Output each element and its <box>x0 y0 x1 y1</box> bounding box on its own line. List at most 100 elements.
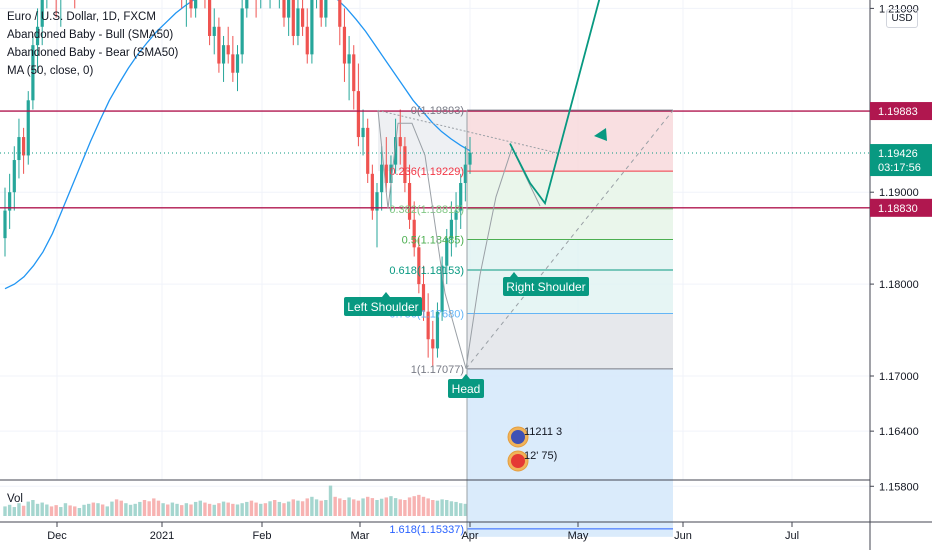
volume-bar <box>393 498 398 516</box>
volume-label: Vol <box>7 493 23 505</box>
x-tick-label: May <box>568 530 589 542</box>
zone-blue <box>467 368 673 537</box>
candle-body <box>389 164 393 184</box>
legend-symbol[interactable]: Euro / U.S. Dollar, 1D, FXCM <box>7 11 156 23</box>
candle-body <box>366 127 370 174</box>
volume-bar <box>282 503 286 516</box>
candle-body <box>431 339 435 349</box>
volume-bar <box>82 504 86 516</box>
right-shoulder-callout: Right Shoulder <box>506 280 585 294</box>
volume-bar <box>449 501 454 516</box>
x-tick-label: Feb <box>253 530 272 542</box>
volume-bar <box>40 502 44 516</box>
event-badges[interactable]: 11211 3 12' 75) <box>507 426 562 472</box>
volume-bar <box>338 498 342 516</box>
candle-body <box>361 127 365 138</box>
volume-bar <box>231 503 235 516</box>
volume-bar <box>31 500 35 516</box>
candle-body <box>412 219 416 248</box>
legend-indicator-bear[interactable]: Abandoned Baby - Bear (SMA50) <box>7 47 179 59</box>
volume-bar <box>124 503 128 516</box>
volume-bar <box>207 503 212 516</box>
candle-body <box>454 210 458 220</box>
volume-bar <box>356 500 361 516</box>
candle-body <box>403 146 407 184</box>
trend-line <box>465 110 674 369</box>
price-tag-1.19883 <box>870 102 932 121</box>
fib-label: 0.382(1.18818) <box>389 204 464 216</box>
volume-bar <box>245 501 249 516</box>
candle-body <box>449 219 453 239</box>
volume-bar <box>198 500 202 516</box>
volume-bar <box>212 504 216 516</box>
candle-body <box>17 137 21 161</box>
ma-line <box>4 0 471 290</box>
candle-body <box>35 26 40 46</box>
candle-body <box>3 210 7 239</box>
volume-bar <box>352 499 356 516</box>
y-tick-label: 1.16400 <box>879 426 919 438</box>
price-tag-label: 1.18830 <box>878 203 918 215</box>
fib-label: 0.618(1.18153) <box>389 265 464 277</box>
head-callout: Head <box>452 382 481 396</box>
zone-teal <box>467 239 673 314</box>
volume-bar <box>291 499 295 516</box>
candle-body <box>421 284 426 312</box>
moving-average <box>4 0 471 290</box>
legend-indicator-bull[interactable]: Abandoned Baby - Bull (SMA50) <box>7 29 174 41</box>
candle-body <box>310 0 314 55</box>
volume-bar <box>412 496 416 516</box>
volume-bar <box>59 507 63 516</box>
right-shoulder-callout-box <box>503 277 589 296</box>
volume-bar <box>45 504 49 516</box>
candle-body <box>407 183 412 220</box>
candle-body <box>435 311 440 349</box>
price-tag-countdown: 03:17:56 <box>878 162 921 174</box>
candle-body <box>417 247 421 285</box>
x-tick-label: Jun <box>674 530 692 542</box>
volume-bar <box>21 505 26 516</box>
candle-body <box>189 0 193 9</box>
candle-body <box>282 0 286 18</box>
volume-bar <box>17 503 21 516</box>
x-tick-label: 2021 <box>150 530 174 542</box>
event-badge-label: 12' 75) <box>524 450 557 462</box>
volume-bar <box>133 503 137 516</box>
volume-bar <box>305 498 309 516</box>
volume-bar <box>366 496 370 516</box>
horizontal-levels[interactable] <box>0 0 870 209</box>
volume-bar <box>445 500 449 516</box>
volume-bar <box>240 503 244 516</box>
fib-label: 0.236(1.19229) <box>389 166 464 178</box>
fib-zones <box>378 110 673 537</box>
volume-bar <box>184 503 189 516</box>
y-tick-label: 1.17000 <box>879 371 919 383</box>
candle-body <box>212 26 216 36</box>
projection-arrow-head <box>594 128 607 141</box>
currency-badge[interactable]: USD <box>886 9 918 28</box>
volume-bar <box>389 496 393 516</box>
volume-bar <box>180 505 184 516</box>
volume-bar <box>403 500 407 516</box>
volume-bar <box>96 503 100 516</box>
volume-bar <box>263 503 268 516</box>
zone-grey <box>467 313 673 369</box>
volume-bar <box>454 501 458 516</box>
x-tick-label: Dec <box>47 530 67 542</box>
volume-bar <box>296 500 300 516</box>
volume-bar <box>259 503 263 516</box>
candle-body <box>384 164 388 184</box>
volume-bar <box>3 506 7 516</box>
candle-body <box>296 8 300 36</box>
candle-body <box>226 45 230 55</box>
candle-body <box>31 45 35 101</box>
volume-bar <box>147 501 151 516</box>
volume-bar <box>226 502 230 516</box>
price-tag-label: 1.19426 <box>878 148 918 160</box>
legend-indicator-ma[interactable]: MA (50, close, 0) <box>7 65 94 77</box>
candle-body <box>217 26 221 64</box>
candle-body <box>208 0 212 36</box>
candle-body <box>370 173 374 211</box>
